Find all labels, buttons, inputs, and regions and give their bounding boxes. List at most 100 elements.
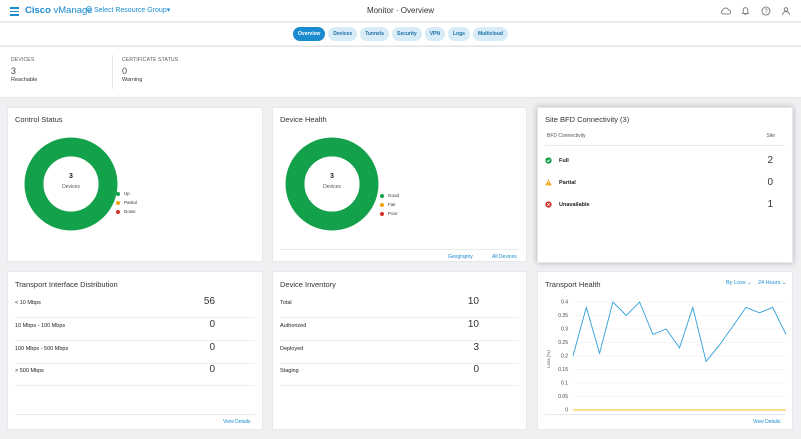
legend-item-fair[interactable]: Fair [380, 200, 399, 209]
y-tick-label: 0.2 [561, 354, 568, 360]
geography-link[interactable]: Geography [448, 254, 473, 260]
control-status-count: 3 [69, 173, 73, 180]
error-circle-icon [545, 201, 552, 208]
legend-item-down[interactable]: Down [116, 207, 137, 216]
bfd-row-label: Full [559, 158, 569, 164]
site-bfd-title: Site BFD Connectivity (3) [545, 115, 630, 124]
bfd-row-label: Partial [559, 180, 576, 186]
card-divider [280, 249, 519, 250]
transport-interface-card: Transport Interface Distribution < 10 Mb… [7, 271, 263, 430]
device-inventory-title: Device Inventory [280, 280, 336, 289]
transport-health-card: Transport Health By Loss ⌄ 24 Hours ⌄ 0.… [537, 271, 793, 430]
donut-segment-up [24, 137, 118, 231]
table-row[interactable]: < 10 Mbps 56 [15, 296, 255, 318]
row-label: < 10 Mbps [15, 300, 41, 306]
device-health-donut[interactable]: 3 Devices [285, 137, 379, 231]
user-icon[interactable] [780, 5, 791, 16]
transport-health-title: Transport Health [545, 280, 601, 289]
resource-group-selector[interactable]: Select Resource Group▾ [86, 6, 170, 14]
tab-overview[interactable]: Overview [293, 27, 326, 41]
legend-dot [116, 191, 120, 196]
app-brand[interactable]: Cisco vManage [25, 5, 93, 16]
all-devices-link[interactable]: All Devices [492, 254, 517, 260]
certificate-label: CERTIFICATE STATUS [122, 57, 179, 63]
control-status-donut[interactable]: 3 Devices [24, 137, 118, 231]
legend-label: Poor [388, 211, 398, 216]
bfd-row-value: 0 [767, 177, 773, 188]
tab-multicloud[interactable]: Multicloud [472, 27, 508, 41]
table-row[interactable]: Staging 0 [280, 364, 519, 386]
device-inventory-card: Device Inventory Total 10 Authorized 10 … [272, 271, 527, 430]
control-status-count-label: Devices [62, 184, 80, 190]
table-row[interactable]: Authorized 10 [280, 319, 519, 341]
bell-icon[interactable] [740, 5, 751, 16]
legend-label: Good [388, 193, 400, 198]
chart-lines [572, 301, 787, 411]
time-range-dropdown[interactable]: 24 Hours ⌄ [758, 280, 787, 286]
view-details-link[interactable]: View Details [223, 419, 251, 425]
table-row[interactable]: Total 10 [280, 296, 519, 318]
top-bar: Cisco vManage Select Resource Group▾ Mon… [0, 0, 801, 22]
y-axis-label: Loss (%) [546, 350, 551, 368]
legend-item-up[interactable]: Up [116, 189, 137, 198]
y-tick-label: 0.05 [558, 394, 568, 400]
y-tick-label: 0 [565, 408, 568, 414]
row-value: 0 [209, 342, 215, 353]
row-label: Staging [280, 368, 299, 374]
control-status-title: Control Status [15, 115, 63, 124]
legend-item-good[interactable]: Good [380, 191, 399, 200]
table-row[interactable]: 10 Mbps - 100 Mbps 0 [15, 319, 255, 341]
bfd-row-unavailable[interactable]: Unavailable 1 [545, 199, 785, 223]
bfd-col-connectivity: BFD Connectivity [547, 133, 586, 139]
cloud-icon[interactable] [720, 5, 731, 16]
tab-devices[interactable]: Devices [328, 27, 358, 41]
legend-dot [116, 200, 120, 205]
certificate-summary[interactable]: CERTIFICATE STATUS 0 Warning [122, 57, 178, 83]
row-label: Total [280, 300, 292, 306]
legend-item-poor[interactable]: Poor [380, 209, 399, 218]
device-health-card: Device Health 3 Devices Good Fair Poor G… [272, 107, 527, 262]
table-row[interactable]: Deployed 3 [280, 342, 519, 364]
control-status-card: Control Status 3 Devices Up Partial Down [7, 107, 263, 262]
table-row[interactable]: 100 Mbps - 500 Mbps 0 [15, 342, 255, 364]
transport-interface-title: Transport Interface Distribution [15, 280, 118, 289]
y-tick-label: 0.35 [558, 313, 568, 319]
row-value: 0 [209, 319, 215, 330]
transport-health-chart[interactable]: 0.4 0.35 0.3 0.25 0.2 0.15 0.1 0.05 0 Loss (%) [538, 294, 794, 424]
tab-security[interactable]: Security [391, 27, 422, 41]
row-label: 10 Mbps - 100 Mbps [15, 323, 66, 329]
legend-label: Fair [388, 202, 396, 207]
bfd-row-partial[interactable]: Partial 0 [545, 177, 785, 201]
brand-product: vManage [50, 5, 93, 16]
by-loss-dropdown[interactable]: By Loss ⌄ [726, 280, 752, 286]
site-bfd-card: Site BFD Connectivity (3) BFD Connectivi… [537, 107, 793, 263]
tab-vpn[interactable]: VPN [424, 27, 445, 41]
legend-dot [380, 193, 384, 198]
devices-sub: Reachable [11, 77, 38, 83]
tab-logs[interactable]: Logs [448, 27, 470, 41]
legend-label: Partial [124, 200, 137, 205]
control-status-legend: Up Partial Down [116, 189, 137, 216]
row-value: 3 [473, 342, 479, 353]
resource-group-label: Select Resource Group▾ [93, 7, 171, 14]
device-health-legend: Good Fair Poor [380, 191, 399, 218]
legend-dot [380, 211, 384, 216]
warning-triangle-icon [545, 179, 552, 186]
y-tick-label: 0.25 [558, 340, 568, 346]
row-value: 10 [467, 319, 479, 330]
table-row[interactable]: > 500 Mbps 0 [15, 364, 255, 386]
y-tick-label: 0.3 [561, 327, 568, 333]
bfd-row-full[interactable]: Full 2 [545, 155, 785, 179]
row-value: 10 [467, 296, 479, 307]
view-details-link[interactable]: View Details [753, 419, 781, 425]
certificate-value: 0 [122, 66, 128, 76]
devices-summary[interactable]: DEVICES 3 Reachable [11, 57, 37, 83]
menu-icon[interactable] [10, 7, 19, 16]
tab-tunnels[interactable]: Tunnels [360, 27, 389, 41]
y-tick-label: 0.1 [561, 381, 568, 387]
legend-item-partial[interactable]: Partial [116, 198, 137, 207]
devices-label: DEVICES [11, 57, 35, 63]
card-divider [545, 414, 785, 415]
help-icon[interactable]: ? [760, 5, 771, 16]
device-health-count: 3 [330, 173, 334, 180]
